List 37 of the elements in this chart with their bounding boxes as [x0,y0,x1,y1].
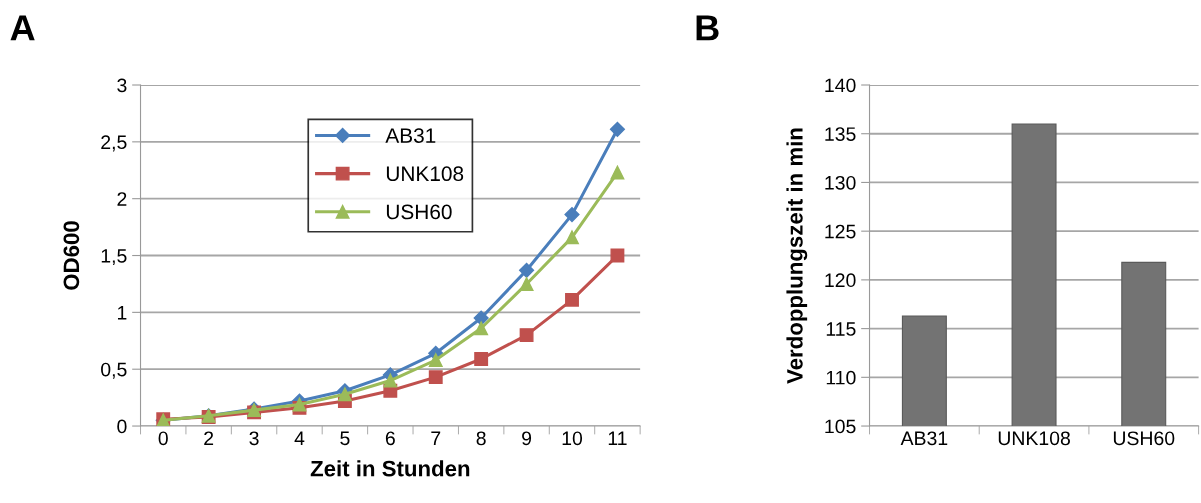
y-tick-label: 1,5 [101,249,127,266]
y-tick-label: 3 [117,78,127,93]
y-tick-label: 1 [117,306,127,320]
y-axis-title: Verdopplungszeit in min [786,128,808,384]
x-tick-label: 6 [385,431,395,446]
y-axis-title: OD600 [63,221,80,290]
y-tick-label: 140 [825,78,856,93]
x-tick-label: 10 [562,431,583,446]
x-tick-label: 0 [158,431,168,446]
chart-title: A [10,15,35,41]
legend-label: UNK108 [386,166,464,182]
x-tick-label: 9 [522,431,532,446]
legend-label: USH60 [386,204,452,220]
y-tick-label: 125 [825,224,856,239]
y-tick-label: 130 [825,175,856,190]
x-tick-label: UNK108 [998,431,1070,446]
x-tick-label: 4 [294,431,305,445]
y-tick-label: 105 [825,419,856,434]
y-tick-label: 2 [117,192,127,206]
x-axis-title: Zeit in Stunden [310,460,470,477]
x-tick-label: 3 [249,431,259,446]
legend-label: AB31 [385,128,436,143]
y-tick-label: 135 [825,127,856,141]
y-tick-label: 0 [117,419,127,434]
chart-title: B [696,15,719,41]
x-tick-label: 11 [608,431,627,445]
y-tick-label: 2,5 [101,135,127,152]
x-tick-label: 2 [204,431,214,445]
x-tick-label: 7 [431,431,441,445]
y-tick-label: 115 [826,322,856,336]
x-tick-label: AB31 [900,431,948,446]
y-tick-label: 120 [825,273,856,288]
y-tick-label: 110 [826,370,856,385]
x-tick-label: USH60 [1113,431,1175,446]
x-tick-label: 8 [476,431,486,446]
x-tick-label: 5 [340,431,350,446]
y-tick-label: 0,5 [101,362,127,379]
